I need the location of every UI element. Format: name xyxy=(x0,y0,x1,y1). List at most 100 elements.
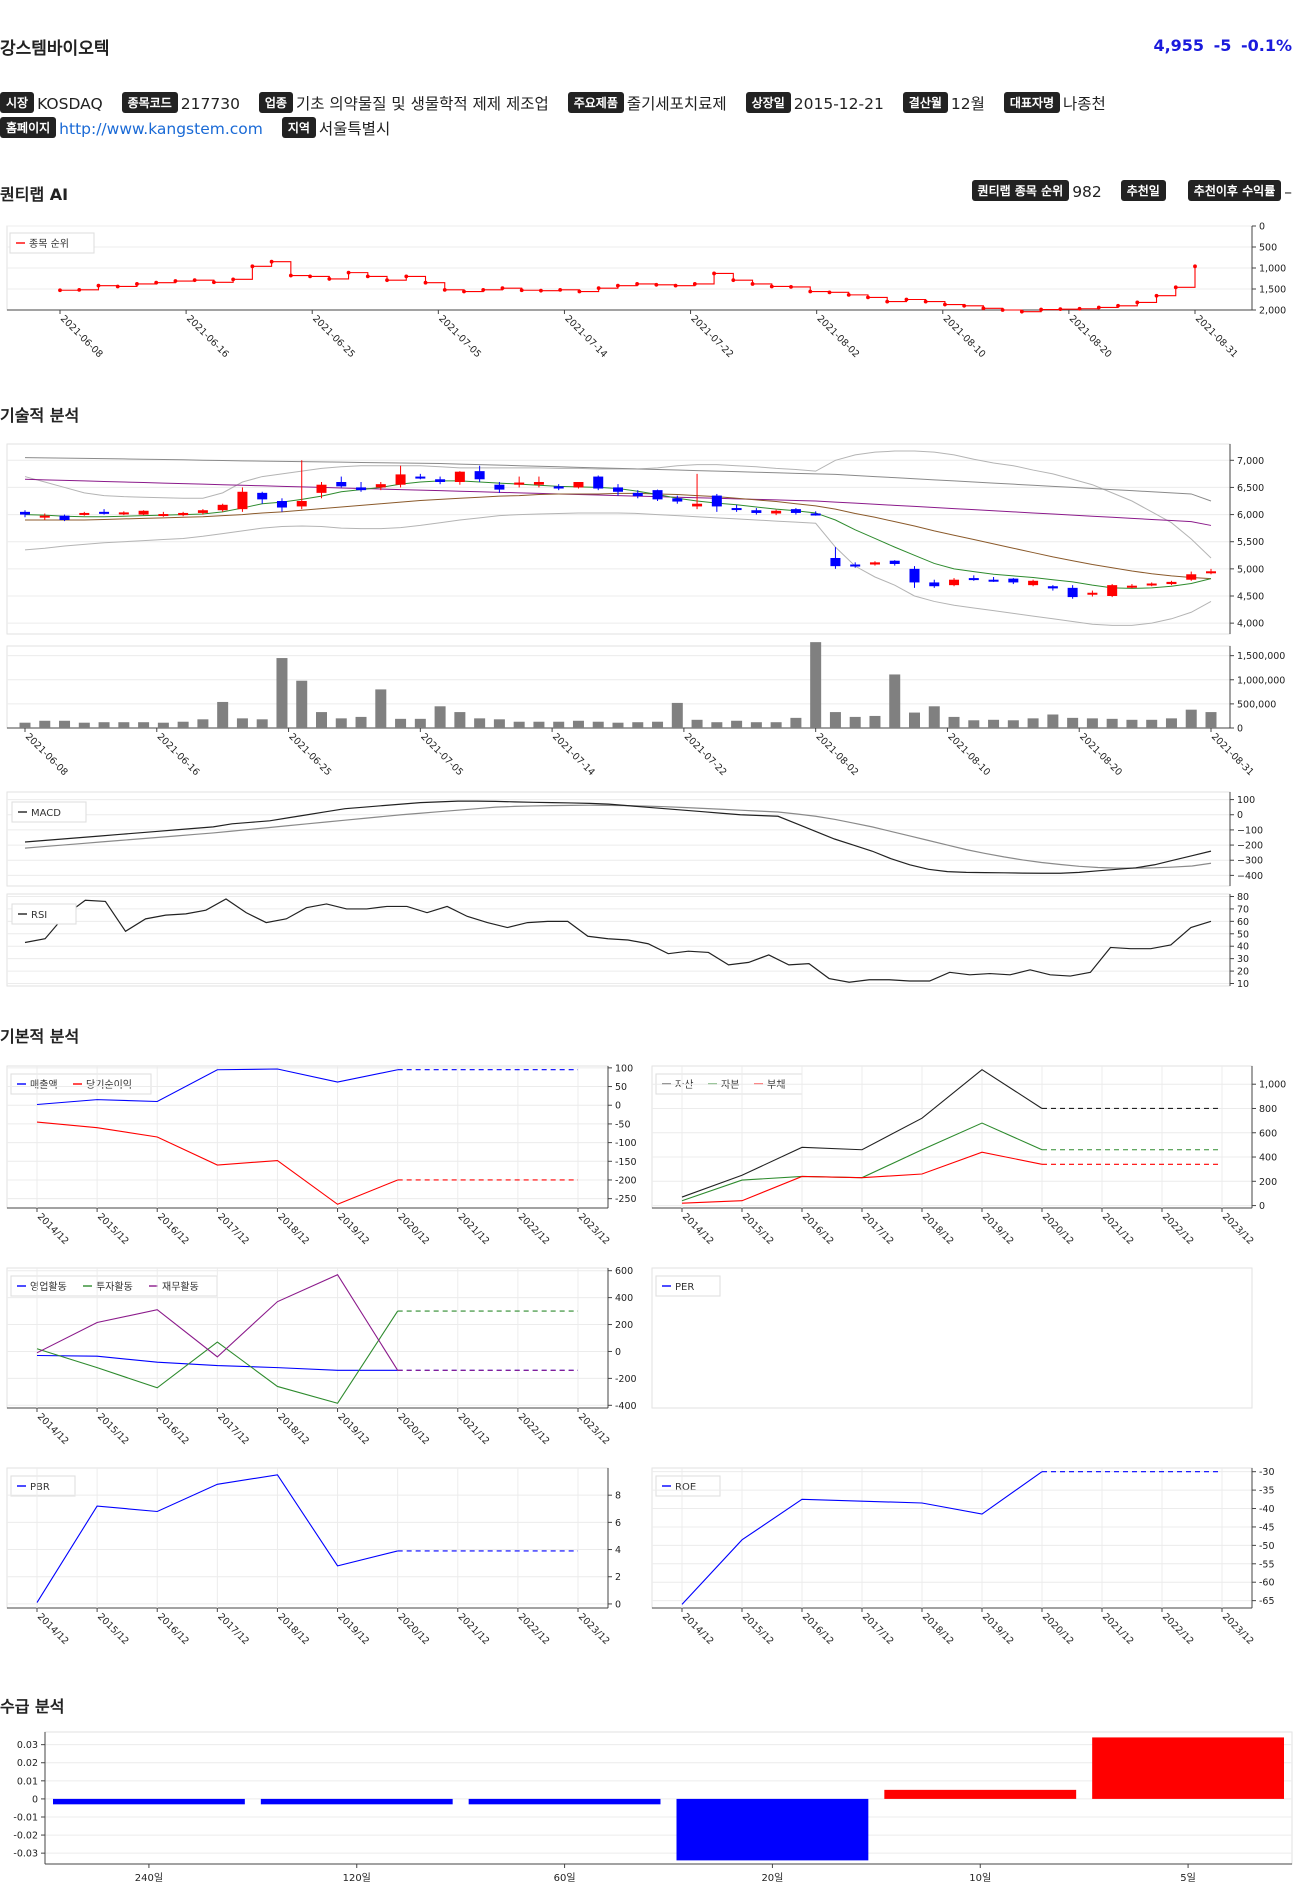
price-ytick-label: 5,000 xyxy=(1237,564,1264,575)
volume-bar xyxy=(256,719,268,728)
volume-bar xyxy=(1205,712,1217,728)
rank-point xyxy=(308,274,312,279)
balance-xtick-label: 2017/12 xyxy=(860,1211,896,1247)
rank-ytick-label: 1,000 xyxy=(1259,264,1286,275)
candle-body xyxy=(59,515,70,520)
candle-body xyxy=(39,515,50,518)
volume-xtick-label: 2021-06-08 xyxy=(23,731,70,778)
rank-point xyxy=(923,299,928,304)
candle-body xyxy=(1146,583,1157,586)
candle-body xyxy=(494,484,505,490)
volume-bar xyxy=(177,721,189,728)
rank-legend-label: 종목 순위 xyxy=(29,237,69,250)
cashflow-ytick-label: 0 xyxy=(615,1347,621,1358)
rank-point xyxy=(250,264,255,269)
roe-series-line xyxy=(681,1471,1043,1605)
region-tag: 지역 xyxy=(281,117,316,138)
income-ytick-label: -50 xyxy=(615,1119,631,1130)
fundamental-charts: 매출액 당기순이익 100 50 0 -50 -100 -150 -200 -250 2014/12… xyxy=(6,1063,1286,1647)
macd-ytick-label: −300 xyxy=(1237,856,1263,867)
candle-body xyxy=(790,509,801,513)
balance-ytick-label: 800 xyxy=(1259,1104,1277,1115)
volume-bar xyxy=(770,722,782,728)
stock-price: 4,955 -5 -0.1% xyxy=(1149,36,1292,55)
candle-body xyxy=(316,484,327,493)
code-value: 217730 xyxy=(180,95,240,113)
balance-legend-label: 자본 xyxy=(721,1079,739,1091)
candle-body xyxy=(1028,580,1039,586)
rank-point xyxy=(654,282,659,287)
pbr-xtick-label: 2015/12 xyxy=(95,1611,131,1647)
price-change-pct: -0.1% xyxy=(1240,36,1292,55)
income-xtick-label: 2017/12 xyxy=(215,1211,251,1247)
volume-xtick-label: 2021-07-14 xyxy=(550,731,597,778)
volume-bar xyxy=(1086,718,1098,728)
volume-bar xyxy=(889,674,901,728)
rank-point xyxy=(404,274,409,279)
candle-body xyxy=(1206,571,1216,574)
info-row-2: 홈페이지 http://www.kangstem.com 지역 서울특별시 xyxy=(0,117,404,139)
volume-ytick-label: 500,000 xyxy=(1237,699,1276,710)
rank-point xyxy=(943,302,947,307)
rank-xtick-label: 2021-08-02 xyxy=(815,313,862,360)
supply-category-label: 240일 xyxy=(135,1872,163,1884)
pbr-ytick-label: 6 xyxy=(615,1518,621,1529)
pbr-legend-box xyxy=(10,1475,76,1497)
cashflow-xtick-label: 2023/12 xyxy=(576,1411,612,1447)
cashflow-ytick-label: 600 xyxy=(615,1266,633,1277)
volume-bar xyxy=(968,720,980,728)
rank-point xyxy=(135,282,139,286)
balance-xtick-label: 2015/12 xyxy=(740,1211,776,1247)
fiscal-value: 12월 xyxy=(950,95,985,113)
pbr-ytick-label: 4 xyxy=(615,1545,621,1556)
rank-point xyxy=(866,295,870,300)
roe-xtick-label: 2014/12 xyxy=(680,1611,716,1647)
candle-body xyxy=(810,513,821,516)
listed-value: 2015-12-21 xyxy=(793,95,884,113)
cashflow-series-line xyxy=(36,1310,399,1404)
volume-bar xyxy=(553,721,565,728)
rsi-ytick-label: 80 xyxy=(1237,892,1249,903)
rank-point xyxy=(846,292,851,297)
rank-xtick-label: 2021-08-20 xyxy=(1067,313,1114,360)
rank-point xyxy=(827,290,832,295)
cashflow-xtick-label: 2022/12 xyxy=(516,1411,552,1447)
candle-body xyxy=(593,476,604,489)
income-xtick-label: 2022/12 xyxy=(516,1211,552,1247)
rank-point xyxy=(1019,309,1024,314)
volume-bar xyxy=(948,716,960,728)
rsi-ytick-label: 50 xyxy=(1237,929,1249,940)
pbr-ytick-label: 8 xyxy=(615,1491,621,1502)
volume-bar xyxy=(138,722,150,728)
candle-body xyxy=(909,568,920,583)
income-ytick-label: 50 xyxy=(615,1082,627,1093)
pbr-xtick-label: 2021/12 xyxy=(456,1611,492,1647)
balance-xtick-label: 2018/12 xyxy=(920,1211,956,1247)
rank-point xyxy=(558,287,563,292)
income-legend-label: 당기순이익 xyxy=(86,1079,132,1091)
volume-xtick-label: 2021-06-25 xyxy=(286,731,333,778)
volume-bar xyxy=(928,706,940,728)
roe-legend-box xyxy=(655,1475,721,1497)
rank-point xyxy=(769,284,774,289)
rank-point xyxy=(1154,293,1159,298)
price-ytick-label: 4,000 xyxy=(1237,619,1264,630)
rsi-ytick-label: 20 xyxy=(1237,967,1249,978)
rank-point xyxy=(1116,303,1120,308)
product-tag: 주요제품 xyxy=(567,92,624,113)
candle-body xyxy=(257,492,268,500)
volume-bar xyxy=(1067,717,1079,728)
pbr-xtick-label: 2019/12 xyxy=(335,1611,371,1647)
homepage-link[interactable]: http://www.kangstem.com xyxy=(59,120,263,138)
candle-body xyxy=(711,495,722,507)
per-legend-label: PER xyxy=(675,1282,694,1293)
balance-legend-label: 부채 xyxy=(767,1079,785,1091)
rank-legend-box xyxy=(9,232,95,254)
supply-category-label: 120일 xyxy=(343,1872,371,1884)
candle-body xyxy=(692,503,703,507)
candle-body xyxy=(1186,574,1197,580)
rank-point xyxy=(1039,307,1044,312)
volume-bar xyxy=(296,680,308,728)
rank-chart: 0 500 1,000 1,500 2,000 2021-06-08 2021-06-16 2… xyxy=(6,222,1286,360)
macd-legend-box xyxy=(11,801,87,823)
